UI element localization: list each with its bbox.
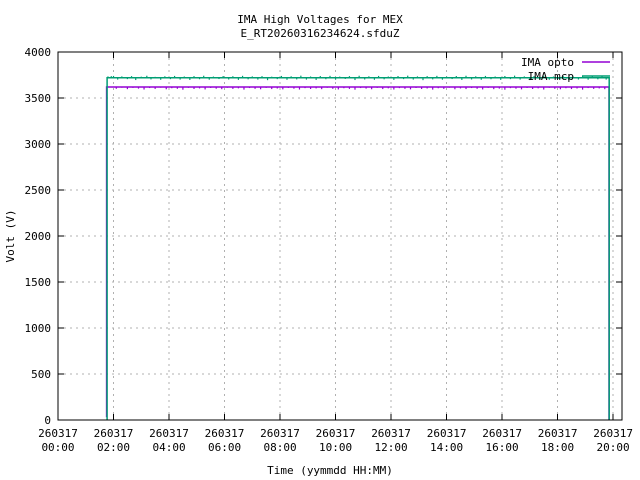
x-tick-label-date: 260317: [371, 427, 411, 440]
x-tick-label-time: 02:00: [97, 441, 130, 454]
y-tick-label: 500: [31, 368, 51, 381]
x-tick-label-time: 04:00: [152, 441, 185, 454]
x-tick-label-date: 260317: [149, 427, 189, 440]
legend-label-ima-opto: IMA opto: [521, 56, 574, 69]
y-tick-label: 0: [44, 414, 51, 427]
x-tick-label-time: 06:00: [208, 441, 241, 454]
frame-layer: [57, 51, 623, 421]
x-tick-label-time: 20:00: [597, 441, 630, 454]
y-tick-label: 4000: [25, 46, 52, 59]
x-tick-label-date: 260317: [593, 427, 633, 440]
x-tick-label-date: 260317: [260, 427, 300, 440]
x-tick-label-time: 14:00: [430, 441, 463, 454]
tick-label-layer: 0500100015002000250030003500400026031700…: [25, 46, 633, 454]
y-axis-label: Volt (V): [4, 210, 17, 263]
y-tick-label: 1500: [25, 276, 52, 289]
y-tick-label: 2500: [25, 184, 52, 197]
series-layer: [105, 75, 610, 420]
x-tick-label-time: 10:00: [319, 441, 352, 454]
x-tick-label-date: 260317: [538, 427, 578, 440]
series-line-ima-opto: [105, 86, 610, 420]
x-tick-label-time: 18:00: [541, 441, 574, 454]
x-tick-label-date: 260317: [427, 427, 467, 440]
x-axis-label: Time (yymmdd HH:MM): [267, 464, 393, 477]
x-tick-label-time: 16:00: [486, 441, 519, 454]
y-tick-label: 3000: [25, 138, 52, 151]
legend: IMA opto IMA mcp: [521, 56, 610, 83]
x-tick-label-date: 260317: [38, 427, 78, 440]
legend-label-ima-mcp: IMA mcp: [528, 70, 574, 83]
grid-layer: [58, 52, 622, 420]
y-tick-label: 3500: [25, 92, 52, 105]
y-tick-label: 1000: [25, 322, 52, 335]
x-tick-label-date: 260317: [94, 427, 134, 440]
chart-subtitle: E_RT20260316234624.sfduZ: [241, 27, 400, 40]
x-tick-label-time: 00:00: [41, 441, 74, 454]
x-tick-label-date: 260317: [205, 427, 245, 440]
y-tick-label: 2000: [25, 230, 52, 243]
series-line-ima-mcp: [106, 77, 610, 420]
chart-title: IMA High Voltages for MEX: [237, 13, 403, 26]
x-tick-label-date: 260317: [316, 427, 356, 440]
x-tick-label-time: 12:00: [375, 441, 408, 454]
x-tick-label-date: 260317: [482, 427, 522, 440]
x-tick-label-time: 08:00: [263, 441, 296, 454]
